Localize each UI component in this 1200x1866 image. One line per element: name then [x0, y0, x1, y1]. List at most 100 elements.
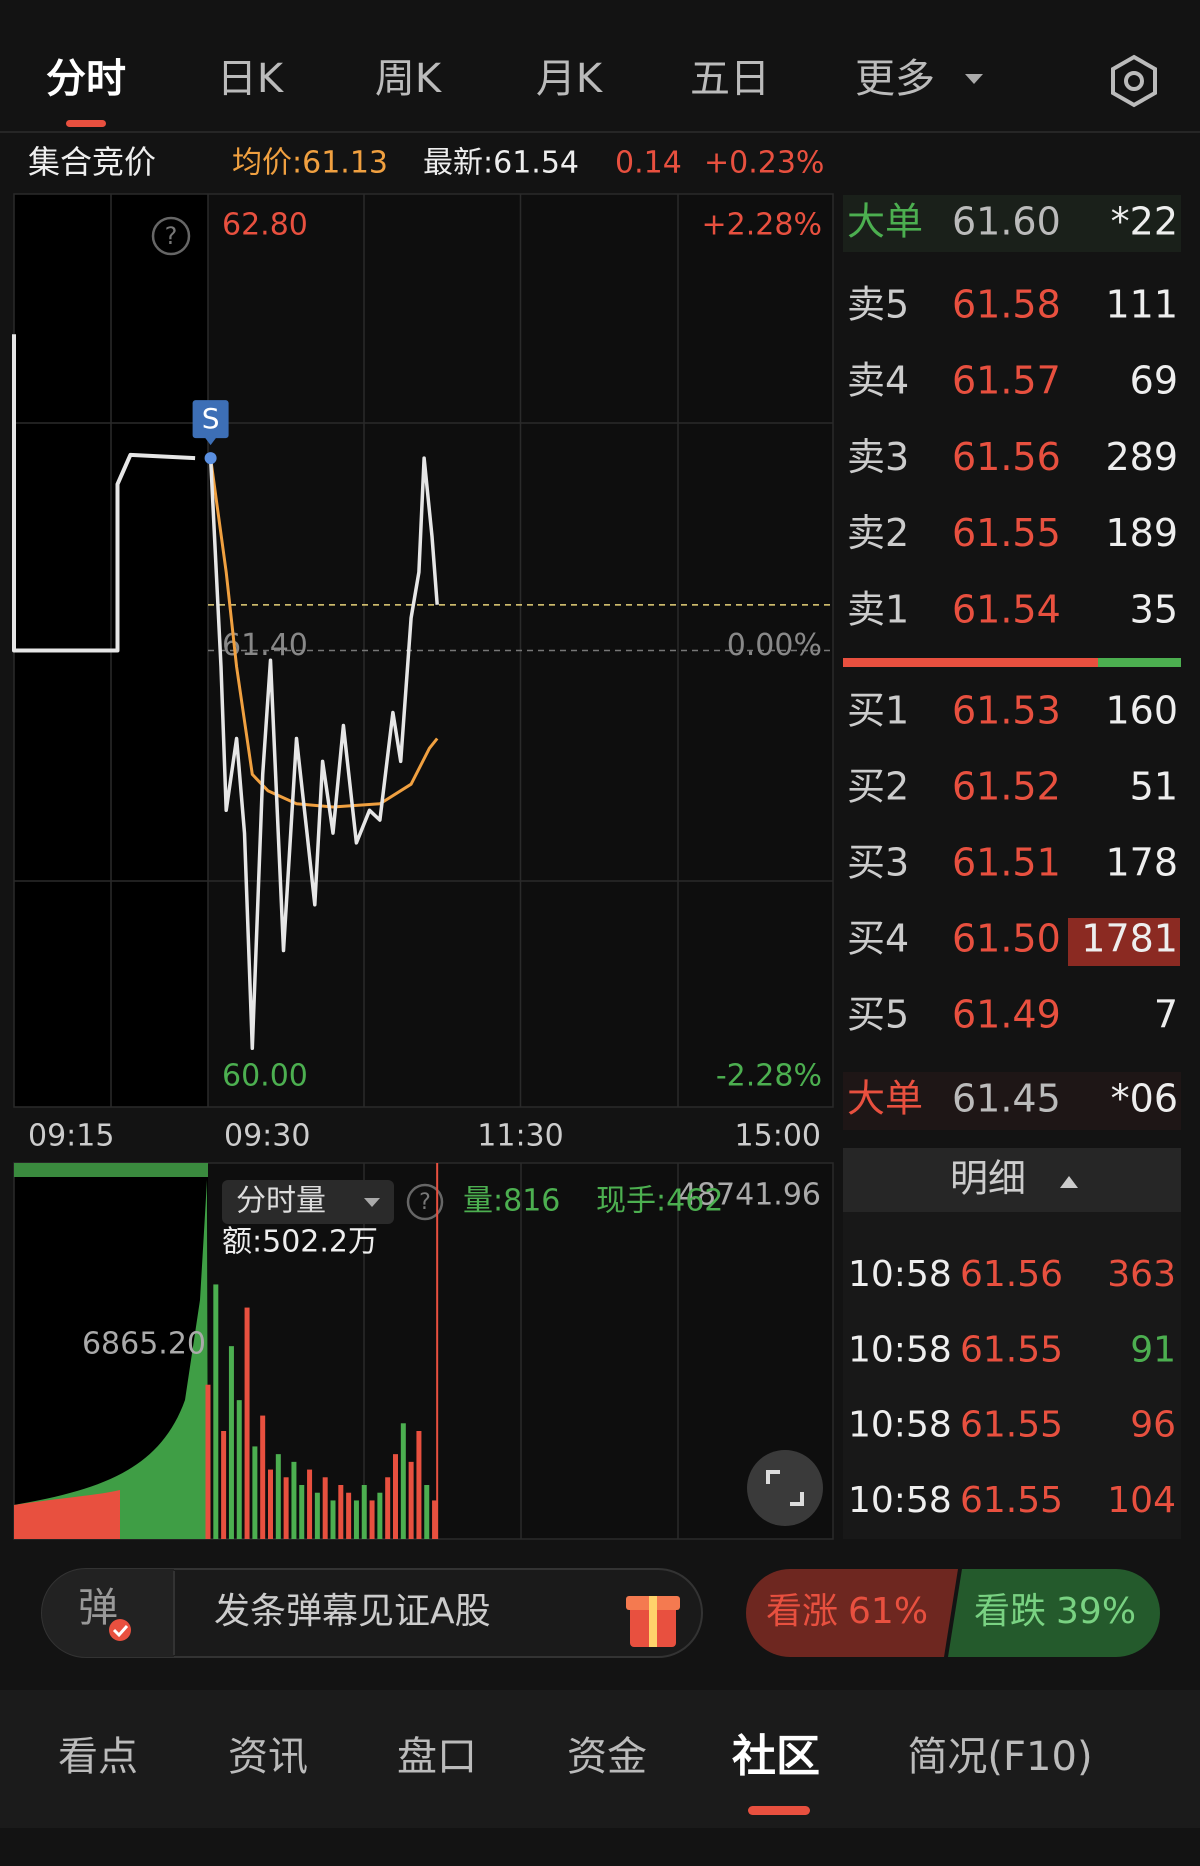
big-sell-bg — [843, 195, 1181, 252]
trade-time: 10:58 — [848, 1329, 952, 1370]
book-qty: *22 — [1111, 200, 1178, 244]
danmu-check — [112, 1625, 129, 1638]
book-price: 61.54 — [952, 587, 1061, 631]
book-price: 61.55 — [952, 511, 1061, 555]
book-price: 61.58 — [952, 283, 1061, 327]
volume-bar — [291, 1461, 297, 1539]
volume-last: 量:816 — [463, 1184, 560, 1219]
bottom-tab[interactable]: 简况(F10) — [907, 1734, 1092, 1780]
bottom-tab[interactable]: 盘口 — [397, 1734, 477, 1780]
big-buy-bg — [843, 1072, 1181, 1130]
book-qty: 178 — [1105, 841, 1178, 885]
tab[interactable]: 日K — [217, 56, 285, 102]
pct-tick-label: +2.28% — [702, 208, 822, 243]
trade-qty: 104 — [1107, 1480, 1176, 1521]
sentiment-value: 39% — [1056, 1591, 1136, 1632]
book-price: 61.60 — [952, 200, 1061, 244]
more-arrow — [965, 74, 983, 84]
tab[interactable]: 五日 — [690, 56, 770, 102]
volume-bar — [346, 1492, 352, 1539]
book-qty: *06 — [1111, 1077, 1178, 1121]
volume-bar — [252, 1446, 258, 1539]
bottom-tab-underline — [748, 1806, 810, 1815]
trade-price: 61.55 — [960, 1480, 1063, 1521]
volume-hand: 现手:462 — [596, 1184, 723, 1219]
help-circle — [151, 216, 191, 256]
volume-grid — [13, 1162, 834, 1540]
avg-price: 均价:61.13 — [232, 146, 388, 181]
sentiment-name: 看跌 — [974, 1591, 1046, 1632]
book-price: 61.57 — [952, 359, 1061, 403]
bottom-tab[interactable]: 看点 — [58, 1734, 138, 1780]
x-tick-label: 15:00 — [735, 1119, 821, 1154]
book-label: 买4 — [847, 917, 909, 961]
book-qty: 69 — [1130, 359, 1178, 403]
danmu-placeholder: 发条弹幕见证A股 — [214, 1591, 491, 1632]
auction-volume-strip — [14, 1163, 208, 1177]
volume-bar — [400, 1423, 406, 1539]
y-tick-label: 60.00 — [222, 1059, 308, 1094]
trade-marker-tip — [204, 437, 217, 446]
tab[interactable]: 更多 — [855, 56, 935, 102]
book-price: 61.53 — [952, 689, 1061, 733]
auction-volume-fill — [14, 1180, 208, 1539]
tab[interactable]: 周K — [375, 56, 443, 102]
danmu-icon: 弹 — [78, 1585, 118, 1631]
book-label: 卖3 — [847, 435, 909, 479]
trade-marker — [192, 400, 229, 439]
gift-icon[interactable] — [626, 1596, 680, 1647]
book-qty: 111 — [1105, 283, 1178, 327]
volume-tick-label: 48741.96 — [678, 1178, 821, 1213]
volume-bar — [314, 1492, 320, 1539]
details-title[interactable]: 明细 — [950, 1157, 1026, 1201]
volume-border — [13, 1162, 834, 1540]
help-mark: ? — [419, 1190, 431, 1215]
x-tick-label: 11:30 — [477, 1119, 563, 1154]
bottom-tab[interactable]: 资金 — [567, 1734, 647, 1780]
ratio-green — [1098, 658, 1181, 667]
y-tick-label: 62.80 — [222, 208, 308, 243]
pct-tick-label: -2.28% — [716, 1059, 822, 1094]
volume-bar — [432, 1500, 438, 1539]
tab[interactable]: 月K — [536, 56, 604, 102]
fullscreen-button[interactable] — [747, 1450, 823, 1526]
trade-time: 10:58 — [848, 1480, 952, 1521]
volume-bar — [221, 1431, 227, 1539]
bull-bg[interactable] — [746, 1569, 958, 1657]
volume-bar — [377, 1492, 383, 1539]
book-price: 61.50 — [952, 917, 1061, 961]
volume-bar — [408, 1461, 414, 1539]
book-price: 61.49 — [952, 993, 1061, 1037]
bear-bg[interactable] — [948, 1569, 1160, 1657]
quote-label: 集合竞价 — [28, 143, 156, 181]
help-icon[interactable]: ? — [151, 216, 191, 256]
trade-qty: 96 — [1130, 1405, 1176, 1446]
book-label: 买1 — [847, 689, 909, 733]
change-pct: +0.23% — [704, 146, 824, 181]
volume-bar — [307, 1469, 313, 1539]
tab-underline — [66, 120, 106, 127]
selector-arrow — [364, 1198, 380, 1207]
book-qty: 35 — [1130, 587, 1178, 631]
book-label: 买3 — [847, 841, 909, 885]
price-line — [208, 456, 439, 1051]
volume-bar — [361, 1485, 367, 1539]
volume-bar — [369, 1500, 375, 1539]
trade-price: 61.56 — [960, 1254, 1063, 1295]
auction-volume-red — [14, 1490, 120, 1539]
volume-amount: 额:502.2万 — [222, 1225, 378, 1260]
book-price: 61.51 — [952, 841, 1061, 885]
help-circle[interactable] — [406, 1183, 444, 1221]
trade-time: 10:58 — [848, 1405, 952, 1446]
fullscreen-glyph — [766, 1470, 804, 1506]
bottom-tab[interactable]: 资讯 — [228, 1734, 308, 1780]
book-qty: 1781 — [1081, 917, 1178, 961]
volume-selector[interactable] — [222, 1180, 394, 1224]
volume-bar — [299, 1485, 305, 1539]
bottom-tab[interactable]: 社区 — [732, 1731, 820, 1782]
settings-icon[interactable] — [1111, 54, 1157, 108]
volume-bar — [213, 1284, 219, 1539]
details-header-bg[interactable] — [843, 1148, 1181, 1212]
tab[interactable]: 分时 — [46, 56, 126, 102]
